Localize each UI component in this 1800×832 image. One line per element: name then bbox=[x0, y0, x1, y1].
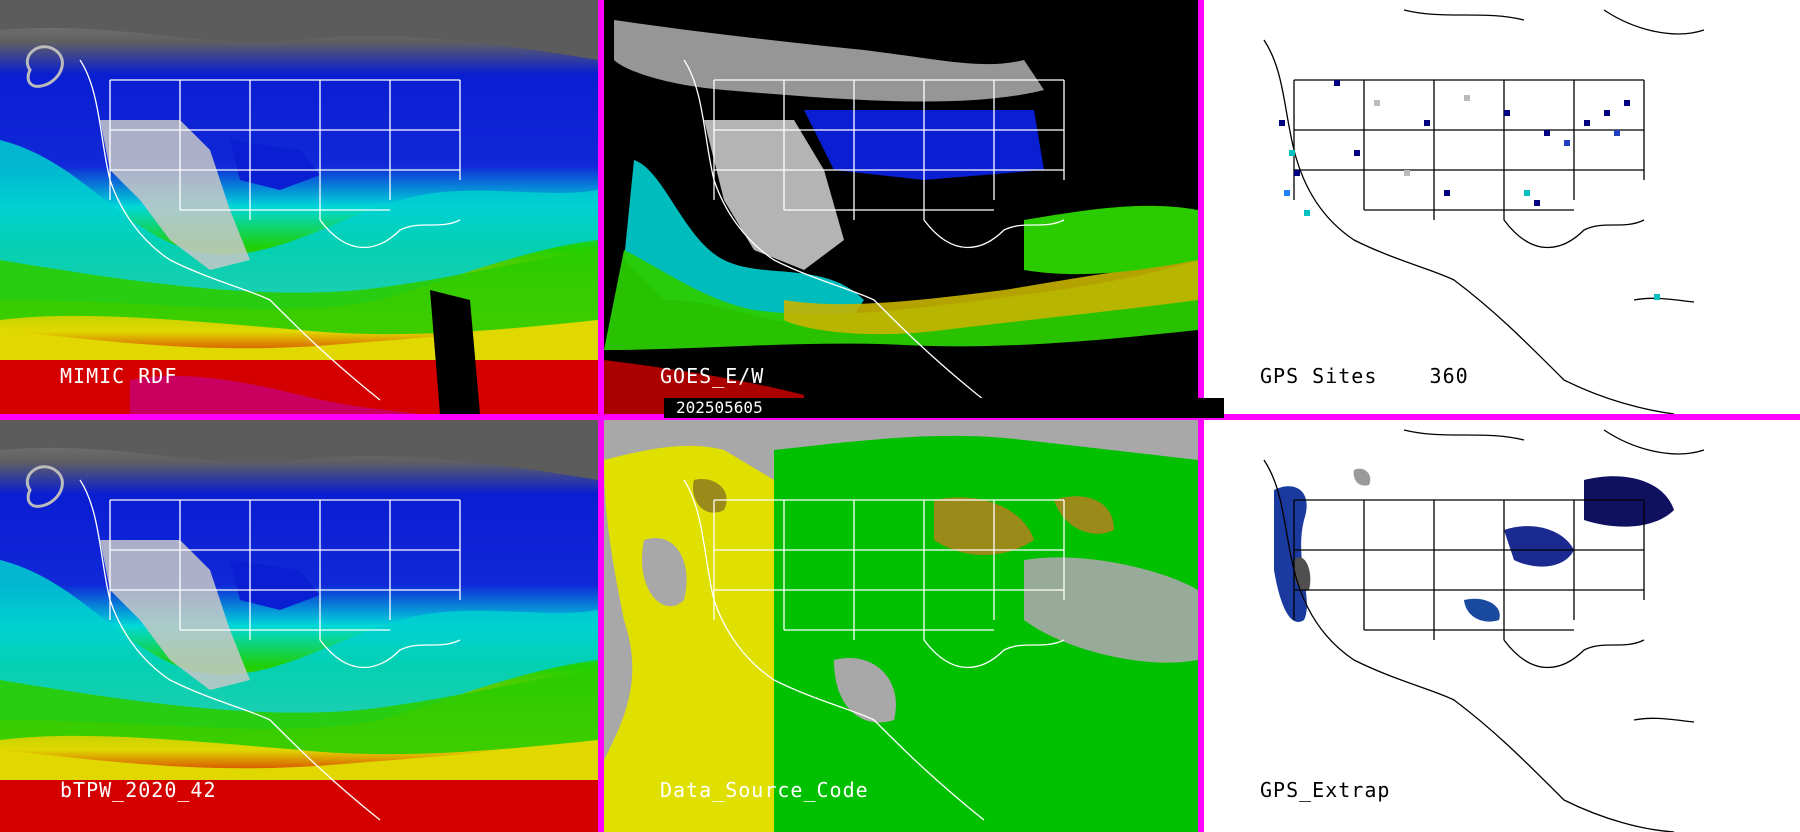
mimic-rdf-panel: MIMIC RDF bbox=[0, 0, 598, 414]
mimic-rdf-map bbox=[0, 0, 598, 414]
gps-extrap-map bbox=[1204, 420, 1800, 832]
data-source-label: Data_Source_Code bbox=[660, 778, 869, 802]
btpw-panel: bTPW_2020_42 bbox=[0, 420, 598, 832]
btpw-label: bTPW_2020_42 bbox=[60, 778, 217, 802]
gps-sites-panel: GPS Sites 360 bbox=[1204, 0, 1800, 414]
gps-sites-label: GPS Sites 360 bbox=[1260, 364, 1469, 388]
btpw-map bbox=[0, 420, 598, 832]
goes-panel: GOES_E/W bbox=[604, 0, 1198, 414]
gps-extrap-label: GPS_Extrap bbox=[1260, 778, 1391, 802]
data-source-panel: Data_Source_Code bbox=[604, 420, 1198, 832]
gps-extrap-panel: GPS_Extrap bbox=[1204, 420, 1800, 832]
gps-sites-map bbox=[1204, 0, 1800, 414]
goes-map bbox=[604, 0, 1198, 414]
data-source-map bbox=[604, 420, 1198, 832]
goes-label: GOES_E/W bbox=[660, 364, 765, 388]
mimic-rdf-label: MIMIC RDF bbox=[60, 364, 178, 388]
timestamp-bar: 202505605 bbox=[664, 398, 1224, 418]
gps-sites-count: 360 bbox=[1429, 364, 1469, 388]
gps-site-markers bbox=[1279, 80, 1660, 300]
